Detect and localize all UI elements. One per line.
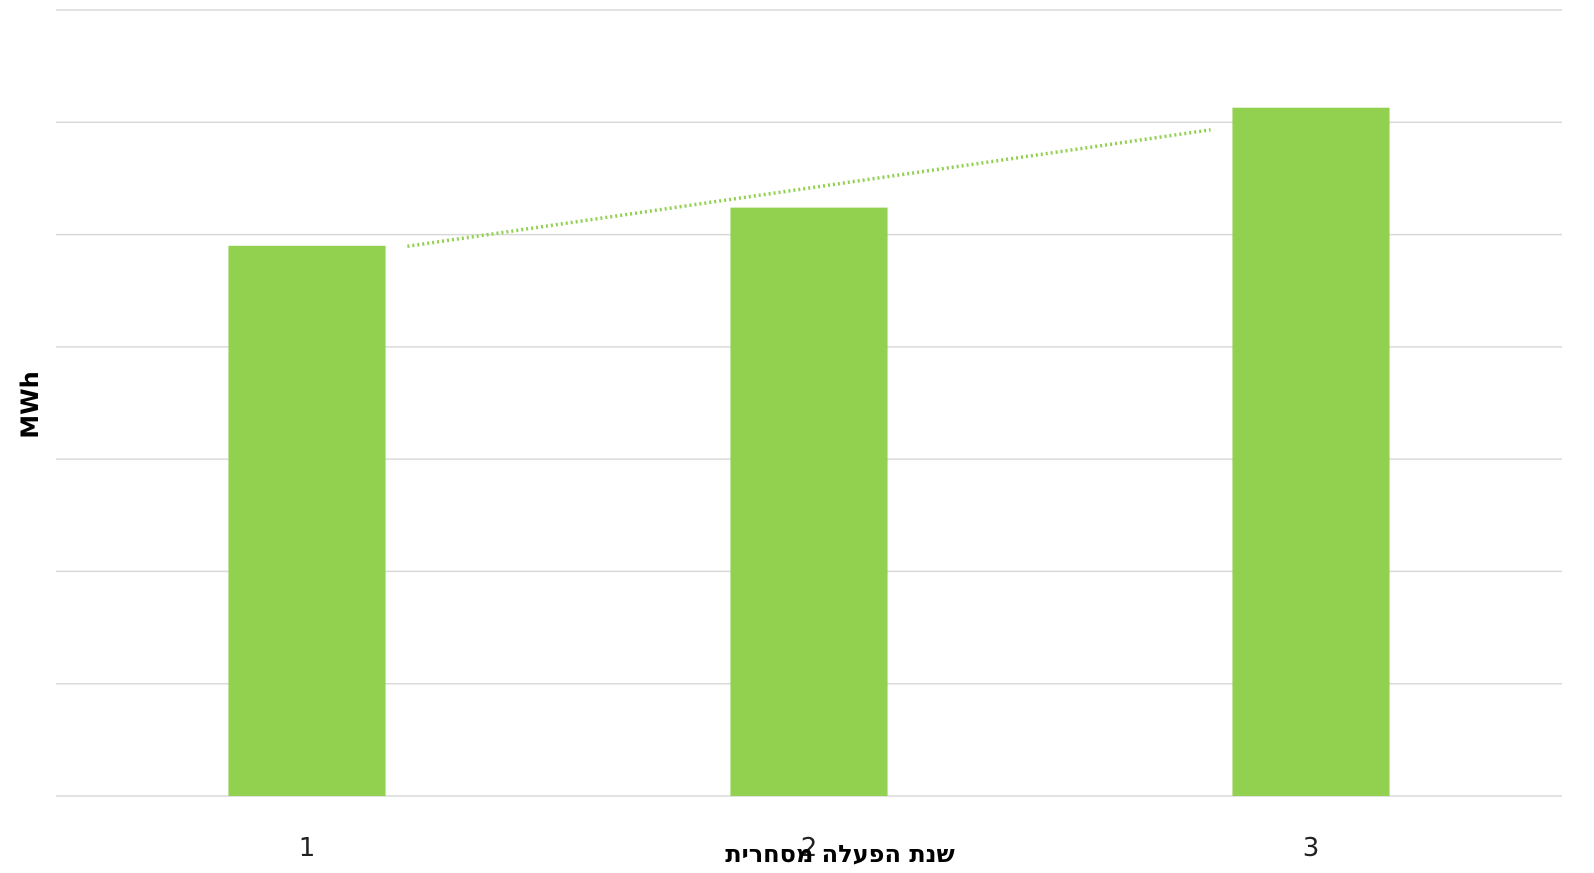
tick-labels: 1 2 3 [299, 833, 1320, 863]
trendline-layer [407, 128, 1211, 249]
bar-3 [1232, 107, 1390, 796]
bar-1 [228, 245, 386, 797]
bars [228, 107, 1390, 797]
y-axis-title: MWh [16, 371, 44, 438]
bar-2 [730, 207, 888, 796]
x-tick-label-1: 1 [299, 833, 316, 863]
trendline [407, 128, 1211, 249]
x-tick-label-3: 3 [1303, 833, 1320, 863]
x-tick-label-2: 2 [801, 833, 818, 863]
x-axis-title: שנת הפעלה מסחרית [725, 840, 955, 868]
